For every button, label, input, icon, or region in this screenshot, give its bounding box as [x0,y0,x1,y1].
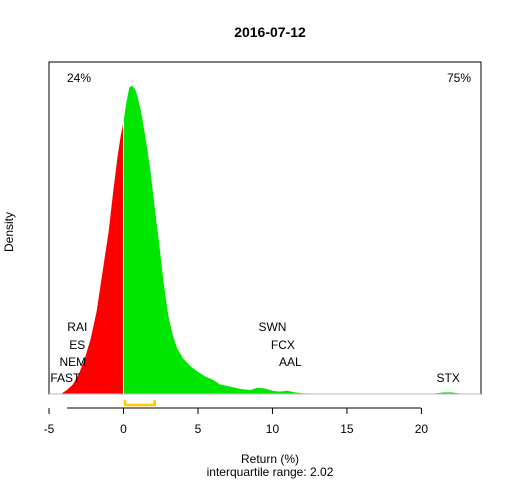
x-tick-label: -5 [44,422,55,436]
chart-subtitle: interquartile range: 2.02 [207,465,334,479]
ticker-label: AAL [279,355,302,369]
y-axis-label: Density [2,212,16,252]
iqr-bracket [123,400,157,407]
x-tick-label: 20 [415,422,429,436]
x-axis-label: Return (%) [241,452,299,466]
x-tick-label: 10 [266,422,280,436]
ticker-label: FAST [50,371,81,385]
density-positive-area [123,85,467,394]
x-tick-label: 5 [195,422,202,436]
plot-area [48,61,482,407]
pct-negative-label: 24% [67,71,91,85]
ticker-label: SWN [258,320,286,334]
x-tick-label: 0 [120,422,127,436]
x-axis-ticks: -5 0 5 10 15 20 [44,408,429,436]
ticker-label: RAI [67,320,87,334]
ticker-label: ES [69,338,85,352]
density-negative-area [60,121,124,395]
ticker-annotations: RAI ES NEM FAST SWN FCX AAL STX [50,320,460,385]
ticker-label: NEM [59,355,86,369]
chart-title: 2016-07-12 [234,24,306,40]
pct-positive-label: 75% [447,71,471,85]
x-tick-label: 15 [340,422,354,436]
ticker-label: STX [437,371,460,385]
ticker-label: FCX [271,338,295,352]
